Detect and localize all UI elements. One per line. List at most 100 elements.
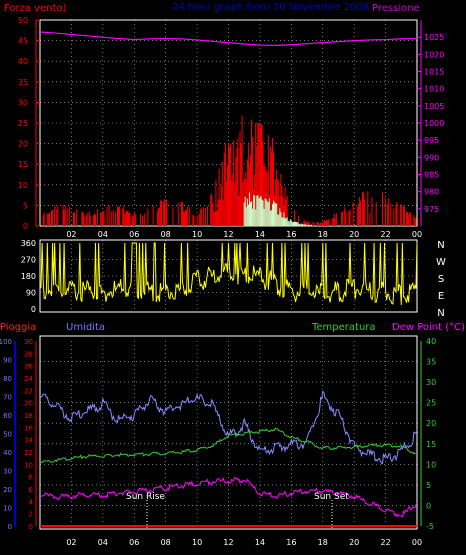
bottom-x-tick-label: 14 xyxy=(255,538,265,547)
humidity-tick-label: 90 xyxy=(3,357,12,365)
pressure-tick-label: 1025 xyxy=(424,33,444,42)
humidity-tick-label: 80 xyxy=(3,375,12,383)
rain-tick-label: 14 xyxy=(24,437,33,445)
bottom-x-tick-label: 02 xyxy=(66,538,76,547)
humidity-tick-label: 0 xyxy=(8,523,12,531)
direction-tick-label: 180 xyxy=(21,272,36,281)
axes-layer: 0510152025303540455097598098599099510001… xyxy=(0,16,444,547)
wind-axis-title: Forza vento) xyxy=(4,3,67,14)
rain-tick-label: 16 xyxy=(24,424,33,432)
grid-layer xyxy=(40,20,418,526)
rain-tick-label: 12 xyxy=(24,449,33,457)
pressure-tick-label: 1010 xyxy=(424,85,444,94)
rain-tick-label: 20 xyxy=(24,400,33,408)
top-x-tick-label: 22 xyxy=(380,230,390,239)
bottom-x-tick-label: 18 xyxy=(318,538,328,547)
sunset-label: Sun Set xyxy=(314,492,349,502)
rain-tick-label: 28 xyxy=(24,350,33,358)
pressure-tick-label: 990 xyxy=(424,153,439,162)
wind-tick-label: 25 xyxy=(18,119,28,128)
humidity-tick-label: 20 xyxy=(3,486,12,494)
humidity-tick-label: 50 xyxy=(3,431,12,439)
rain-tick-label: 10 xyxy=(24,461,33,469)
pressure-tick-label: 1020 xyxy=(424,50,444,59)
top-x-tick-label: 06 xyxy=(129,230,139,239)
temperature-tick-label: 25 xyxy=(426,399,436,408)
wind-tick-label: 40 xyxy=(18,57,28,66)
direction-tick-label: 270 xyxy=(21,256,36,265)
temperature-tick-label: 20 xyxy=(426,419,436,428)
direction-tick-label: 90 xyxy=(26,289,36,298)
pressure-tick-label: 980 xyxy=(424,188,439,197)
temperature-tick-label: 30 xyxy=(426,378,436,387)
bottom-x-tick-label: 08 xyxy=(161,538,171,547)
wind-tick-label: 35 xyxy=(18,78,28,87)
bottom-panel-frame xyxy=(39,335,418,530)
wind-tick-label: 45 xyxy=(18,37,28,46)
wind-tick-label: 0 xyxy=(23,222,28,231)
humidity-tick-label: 60 xyxy=(3,412,12,420)
bottom-x-tick-label: 16 xyxy=(286,538,296,547)
marks-layer xyxy=(39,31,418,527)
dewpoint-line xyxy=(39,476,418,518)
top-x-tick-label: 14 xyxy=(255,230,265,239)
top-x-tick-label: 08 xyxy=(161,230,171,239)
rain-tick-label: 8 xyxy=(29,474,33,482)
direction-tick-label: 360 xyxy=(21,239,36,248)
pressure-tick-label: 1005 xyxy=(424,102,444,111)
pressure-tick-label: 975 xyxy=(424,205,439,214)
wind-tick-label: 50 xyxy=(18,16,28,25)
pressure-tick-label: 995 xyxy=(424,136,439,145)
compass-letter: N xyxy=(437,308,444,319)
sunrise-label: Sun Rise xyxy=(126,492,165,502)
rain-tick-label: 0 xyxy=(29,523,33,531)
top-x-tick-label: 04 xyxy=(98,230,108,239)
rain-tick-label: 24 xyxy=(24,375,33,383)
rain-tick-label: 2 xyxy=(29,511,33,519)
bottom-x-tick-label: 10 xyxy=(192,538,202,547)
wind-tick-label: 10 xyxy=(18,181,28,190)
humidity-tick-label: 40 xyxy=(3,449,12,457)
pressure-tick-label: 1000 xyxy=(424,119,444,128)
bottom-x-tick-label: 00 xyxy=(412,538,422,547)
bottom-x-tick-label: 20 xyxy=(349,538,359,547)
rain-tick-label: 4 xyxy=(29,498,34,506)
humidity-tick-label: 70 xyxy=(3,394,12,402)
humidity-tick-label: 100 xyxy=(0,338,12,346)
rain-tick-label: 22 xyxy=(24,387,33,395)
pressure-line xyxy=(39,31,418,47)
temperature-tick-label: 35 xyxy=(426,358,436,367)
bottom-x-tick-label: 22 xyxy=(380,538,390,547)
temperature-tick-label: 15 xyxy=(426,440,436,449)
wind-tick-label: 15 xyxy=(18,160,28,169)
humidity-axis-title: Umidita xyxy=(66,322,105,333)
top-x-tick-label: 10 xyxy=(192,230,202,239)
top-x-tick-label: 02 xyxy=(66,230,76,239)
chart-title: 24 hour graph from 10 Novembre 2008 xyxy=(172,2,369,13)
wind-tick-label: 20 xyxy=(18,140,28,149)
pressure-tick-label: 985 xyxy=(424,171,439,180)
direction-line xyxy=(39,242,418,306)
humidity-line xyxy=(39,390,418,465)
temperature-axis-title: Temperatura xyxy=(311,322,376,333)
top-x-tick-label: 16 xyxy=(286,230,296,239)
rain-tick-label: 6 xyxy=(29,486,34,494)
temperature-line xyxy=(39,427,418,464)
top-x-tick-label: 18 xyxy=(318,230,328,239)
compass-letter: E xyxy=(438,291,444,302)
dewpoint-axis-title: Dew Point (°C) xyxy=(392,322,465,333)
temperature-tick-label: 40 xyxy=(426,337,436,346)
top-x-tick-label: 00 xyxy=(412,230,422,239)
direction-tick-label: 0 xyxy=(31,305,36,314)
temperature-tick-label: 0 xyxy=(426,501,431,510)
rain-tick-label: 26 xyxy=(24,363,33,371)
temperature-tick-label: -5 xyxy=(426,522,434,531)
top-x-tick-label: 20 xyxy=(349,230,359,239)
compass-letter: S xyxy=(438,274,444,285)
rain-tick-label: 30 xyxy=(24,338,33,346)
temperature-tick-label: 5 xyxy=(426,481,431,490)
wind-tick-label: 5 xyxy=(23,201,28,210)
bottom-x-tick-label: 12 xyxy=(223,538,233,547)
